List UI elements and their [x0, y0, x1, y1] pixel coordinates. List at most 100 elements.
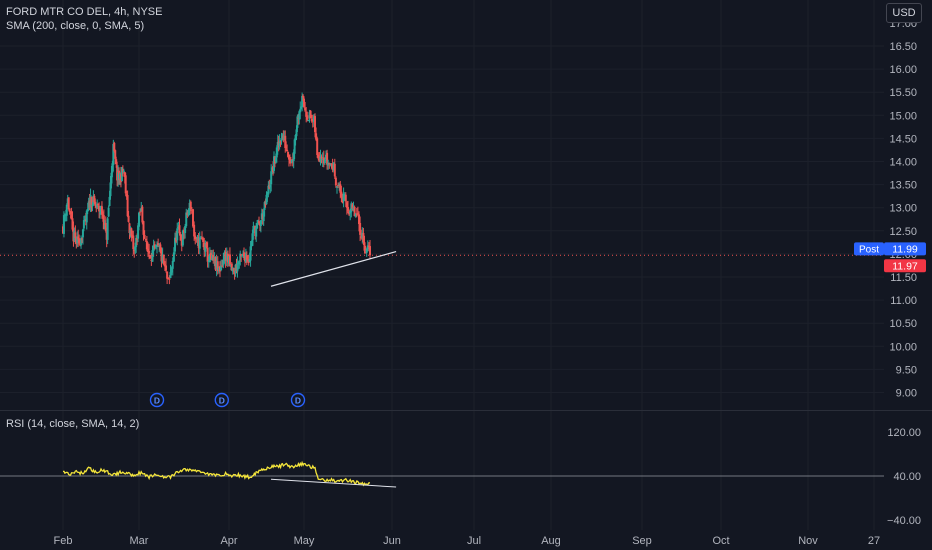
- candle-body: [207, 260, 210, 262]
- candle-body: [94, 201, 97, 207]
- candle-body: [249, 246, 252, 261]
- candle-body: [136, 238, 139, 240]
- candle-body: [192, 209, 194, 227]
- candle-body: [280, 138, 283, 142]
- candle-body: [170, 267, 173, 273]
- candle-body: [334, 177, 337, 186]
- candle-body: [290, 159, 293, 163]
- candle-body: [332, 162, 335, 171]
- candle-body: [294, 134, 297, 141]
- candle-body: [143, 235, 146, 239]
- candle-body: [221, 265, 224, 267]
- candle-body: [179, 234, 182, 241]
- time-tick-label: Sep: [632, 535, 652, 547]
- candle-body: [203, 242, 206, 250]
- candle-body: [340, 191, 343, 197]
- candle-body: [210, 252, 212, 260]
- currency-button[interactable]: USD: [886, 3, 922, 23]
- candle-body: [295, 129, 298, 137]
- candle-body: [196, 236, 199, 240]
- candle-body: [238, 260, 241, 265]
- candle-body: [259, 220, 262, 227]
- candle-body: [279, 142, 282, 144]
- time-tick-label: Feb: [54, 535, 73, 547]
- rsi-indicator-legend[interactable]: RSI (14, close, SMA, 14, 2): [6, 418, 140, 430]
- dividend-marker-label: D: [154, 396, 160, 406]
- price-tick-label: 11.50: [890, 272, 917, 284]
- candle-body: [76, 236, 79, 244]
- candle-body: [300, 106, 303, 109]
- candle-body: [288, 155, 290, 160]
- rsi-axis[interactable]: −40.00 40.00 120.00: [887, 427, 921, 527]
- candle-body: [115, 159, 118, 165]
- candle-body: [126, 195, 129, 217]
- candle-body: [149, 254, 152, 259]
- candle-body: [71, 218, 74, 230]
- candle-body: [184, 225, 187, 234]
- price-tick-label: 16.00: [889, 64, 917, 76]
- candle-body: [314, 116, 316, 133]
- post-price-text: 11.99: [892, 243, 918, 255]
- candle-body: [68, 208, 71, 212]
- candle-body: [78, 238, 81, 243]
- candle-body: [232, 268, 235, 270]
- candle-body: [175, 237, 178, 242]
- candle-body: [65, 204, 68, 216]
- candle-body: [167, 278, 170, 280]
- candle-body: [70, 214, 73, 220]
- candle-body: [181, 230, 184, 246]
- candle-body: [220, 265, 223, 271]
- candle-body: [367, 245, 370, 247]
- candle-body: [252, 226, 255, 234]
- candle-body: [262, 211, 265, 222]
- candle-body: [347, 206, 349, 211]
- candle-body: [157, 243, 160, 246]
- candle-body: [296, 116, 299, 128]
- candle-body: [256, 223, 259, 229]
- symbol-legend[interactable]: FORD MTR CO DEL, 4h, NYSE: [6, 6, 163, 18]
- time-tick-label: Jun: [383, 535, 401, 547]
- candle-body: [154, 245, 157, 248]
- candle-body: [81, 229, 84, 238]
- candle-body: [171, 260, 174, 269]
- candle-body: [311, 120, 314, 122]
- rsi-series: [0, 460, 884, 488]
- candle-body: [326, 152, 329, 165]
- time-tick-label: Aug: [541, 535, 561, 547]
- candle-body: [219, 266, 221, 272]
- candle-body: [148, 250, 151, 254]
- candle-body: [287, 151, 290, 157]
- candle-body: [197, 237, 200, 249]
- candle-body: [156, 244, 158, 247]
- time-axis[interactable]: Feb Mar Apr May Jun Jul Aug Sep Oct Nov 27: [54, 535, 881, 547]
- candle-body: [86, 209, 89, 212]
- candle-body: [305, 111, 308, 117]
- candle-body: [123, 172, 126, 177]
- candle-body: [193, 224, 196, 237]
- candle-body: [349, 211, 352, 214]
- candle-body: [361, 232, 364, 239]
- post-label-text: Post: [859, 244, 879, 255]
- price-axis[interactable]: 9.009.5010.0010.5011.0011.5012.0012.5013…: [889, 18, 917, 400]
- candle-body: [202, 238, 205, 242]
- candle-body: [362, 232, 365, 243]
- candle-body: [321, 158, 324, 161]
- candle-body: [309, 110, 312, 119]
- sma-indicator-legend[interactable]: SMA (200, close, 0, SMA, 5): [6, 20, 145, 32]
- price-badges: Post 11.99 11.97: [854, 242, 926, 273]
- candle-body: [222, 259, 225, 266]
- candle-body: [354, 213, 357, 217]
- candle-body: [223, 252, 226, 261]
- candle-body: [166, 271, 169, 279]
- candle-body: [147, 248, 149, 253]
- candle-body: [144, 239, 147, 241]
- candle-body: [322, 157, 325, 164]
- candle-body: [114, 150, 117, 159]
- candle-body: [176, 228, 179, 241]
- candle-body: [230, 263, 233, 271]
- rsi-tick-label: 40.00: [893, 471, 921, 483]
- time-tick-label: Apr: [220, 535, 237, 547]
- price-trendline[interactable]: [270, 251, 397, 287]
- candle-body: [243, 252, 245, 257]
